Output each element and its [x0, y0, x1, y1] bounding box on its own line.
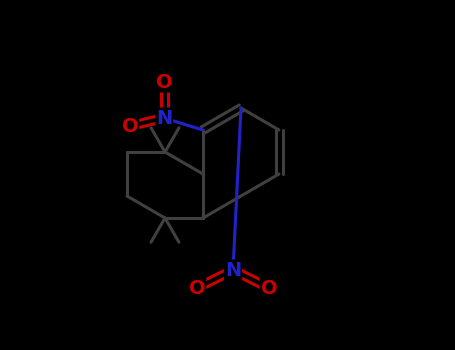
Text: N: N [156, 108, 172, 127]
Text: N: N [225, 260, 241, 280]
Text: O: O [261, 279, 277, 298]
Text: O: O [189, 279, 205, 298]
Text: O: O [121, 117, 138, 135]
Text: O: O [156, 72, 172, 91]
